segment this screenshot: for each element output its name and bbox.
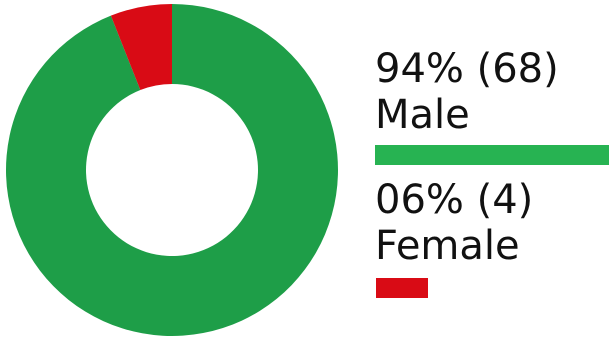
legend: 94% (68) Male 06% (4) Female bbox=[375, 46, 609, 298]
slice-male bbox=[5, 4, 338, 336]
legend-label-female: Female bbox=[375, 223, 520, 269]
donut-slices bbox=[5, 4, 338, 336]
legend-value-female: 06% (4) bbox=[375, 177, 533, 223]
slice-female bbox=[110, 4, 172, 91]
legend-swatch-female bbox=[376, 278, 428, 298]
legend-label-male: Male bbox=[375, 92, 470, 138]
legend-value-male: 94% (68) bbox=[375, 46, 559, 92]
legend-swatch-male bbox=[375, 145, 609, 165]
